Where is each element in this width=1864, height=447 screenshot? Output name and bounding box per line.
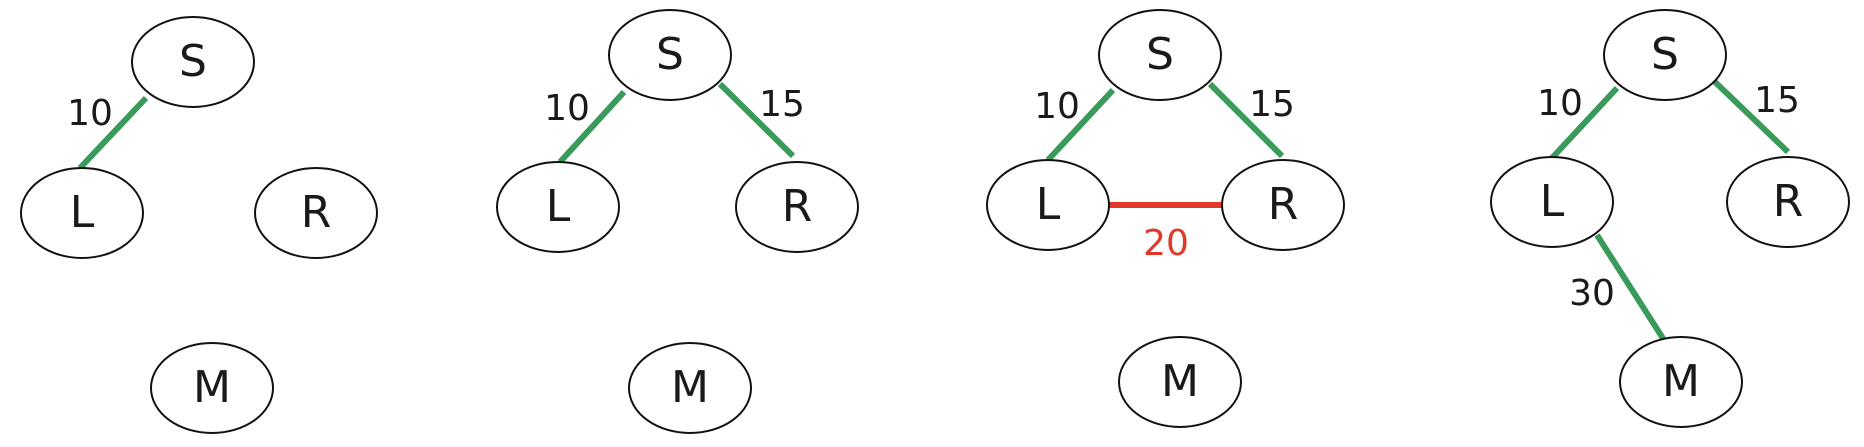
node-ellipse xyxy=(1726,156,1850,248)
node-s: S xyxy=(1603,9,1727,101)
node-s: S xyxy=(131,16,255,108)
edge-l-m xyxy=(1594,233,1667,342)
edge-weight-label: 10 xyxy=(544,88,590,129)
node-r: R xyxy=(254,167,378,259)
panel-2: 10 15 S L R M xyxy=(496,9,859,434)
node-label: R xyxy=(782,181,813,232)
node-s: S xyxy=(1098,9,1222,101)
edge-weight-label: 15 xyxy=(1249,84,1295,125)
node-r: R xyxy=(735,161,859,253)
edge-weight-label: 15 xyxy=(1754,80,1800,121)
node-l: L xyxy=(20,167,144,259)
node-ellipse xyxy=(254,167,378,259)
edge-s-r xyxy=(1207,81,1285,159)
node-label: R xyxy=(1773,176,1804,227)
node-ellipse xyxy=(1118,336,1242,428)
panel-1: 10 S L R M xyxy=(20,16,378,434)
edge-weight-label: 30 xyxy=(1569,273,1615,314)
node-r: R xyxy=(1726,156,1850,248)
edge-s-l xyxy=(77,95,149,171)
node-m: M xyxy=(628,342,752,434)
edge-weight-label: 15 xyxy=(759,84,805,125)
node-ellipse xyxy=(986,159,1110,251)
node-l: L xyxy=(986,159,1110,251)
node-ellipse xyxy=(131,16,255,108)
edge-weight-label: 10 xyxy=(1537,83,1583,124)
node-r: R xyxy=(1221,159,1345,251)
edge-s-l xyxy=(1045,87,1116,163)
node-ellipse xyxy=(20,167,144,259)
node-m: M xyxy=(150,342,274,434)
edge-s-r xyxy=(717,81,796,159)
node-l: L xyxy=(1490,156,1614,248)
node-label: S xyxy=(1651,29,1679,80)
node-ellipse xyxy=(150,342,274,434)
node-ellipse xyxy=(608,9,732,101)
node-ellipse xyxy=(735,161,859,253)
node-label: S xyxy=(1146,29,1174,80)
node-label: L xyxy=(546,181,571,232)
node-label: R xyxy=(1268,179,1299,230)
node-ellipse xyxy=(1603,9,1727,101)
node-ellipse xyxy=(628,342,752,434)
node-s: S xyxy=(608,9,732,101)
node-ellipse xyxy=(1490,156,1614,248)
node-ellipse xyxy=(1221,159,1345,251)
node-label: M xyxy=(671,362,709,413)
node-label: S xyxy=(179,36,207,87)
node-label: L xyxy=(1036,179,1061,230)
node-m: M xyxy=(1118,336,1242,428)
node-label: L xyxy=(70,187,95,238)
node-ellipse xyxy=(496,161,620,253)
node-ellipse xyxy=(1619,336,1743,428)
edge-s-l xyxy=(557,89,627,165)
node-ellipse xyxy=(1098,9,1222,101)
edge-weight-label: 10 xyxy=(67,93,113,134)
node-label: L xyxy=(1540,176,1565,227)
panel-3: 10 15 20 S L R M xyxy=(986,9,1345,428)
node-label: R xyxy=(301,187,332,238)
panel-4: 10 15 30 S L R M xyxy=(1490,9,1850,428)
node-m: M xyxy=(1619,336,1743,428)
node-label: M xyxy=(193,362,231,413)
edge-s-r xyxy=(1710,77,1791,155)
edge-weight-label: 20 xyxy=(1143,223,1189,264)
node-label: M xyxy=(1161,356,1199,407)
edge-weight-label: 10 xyxy=(1034,86,1080,127)
edge-s-l xyxy=(1549,85,1620,161)
node-label: M xyxy=(1662,356,1700,407)
node-label: S xyxy=(656,29,684,80)
node-l: L xyxy=(496,161,620,253)
